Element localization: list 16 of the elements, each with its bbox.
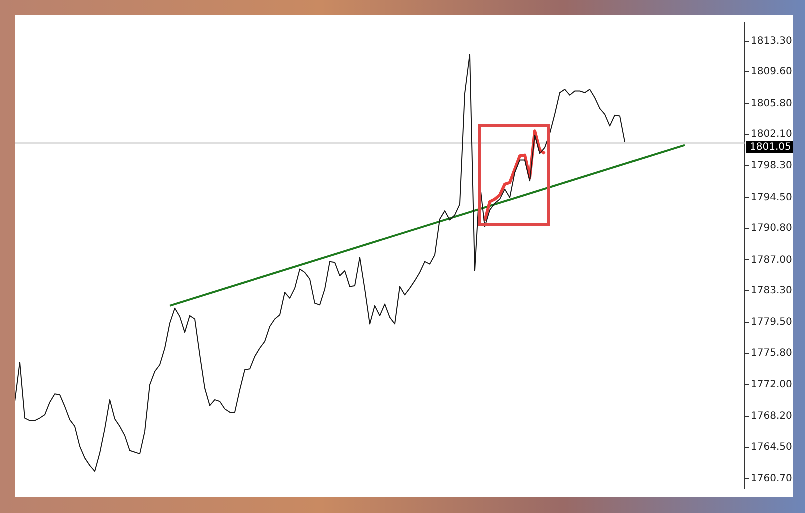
y-tick-label: 1772.00 (751, 380, 792, 391)
y-tick-label: 1790.80 (751, 223, 792, 234)
y-tick-label: 1794.50 (751, 192, 792, 204)
ref-line-label: 1801.05 (750, 142, 792, 153)
y-tick-label: 1813.30 (751, 36, 792, 47)
y-tick-label: 1805.80 (751, 98, 792, 110)
y-tick-label: 1779.50 (751, 317, 792, 328)
y-tick-label: 1768.20 (751, 411, 792, 422)
y-tick-label: 1787.00 (751, 254, 792, 266)
y-tick-label: 1798.30 (751, 160, 792, 172)
y-tick-label: 1783.30 (751, 286, 792, 297)
y-tick-label: 1775.80 (751, 348, 792, 359)
y-tick-label: 1760.70 (751, 474, 792, 485)
y-tick-label: 1802.10 (751, 129, 792, 140)
y-tick-label: 1764.50 (751, 442, 792, 453)
y-tick-label: 1809.60 (751, 66, 792, 78)
